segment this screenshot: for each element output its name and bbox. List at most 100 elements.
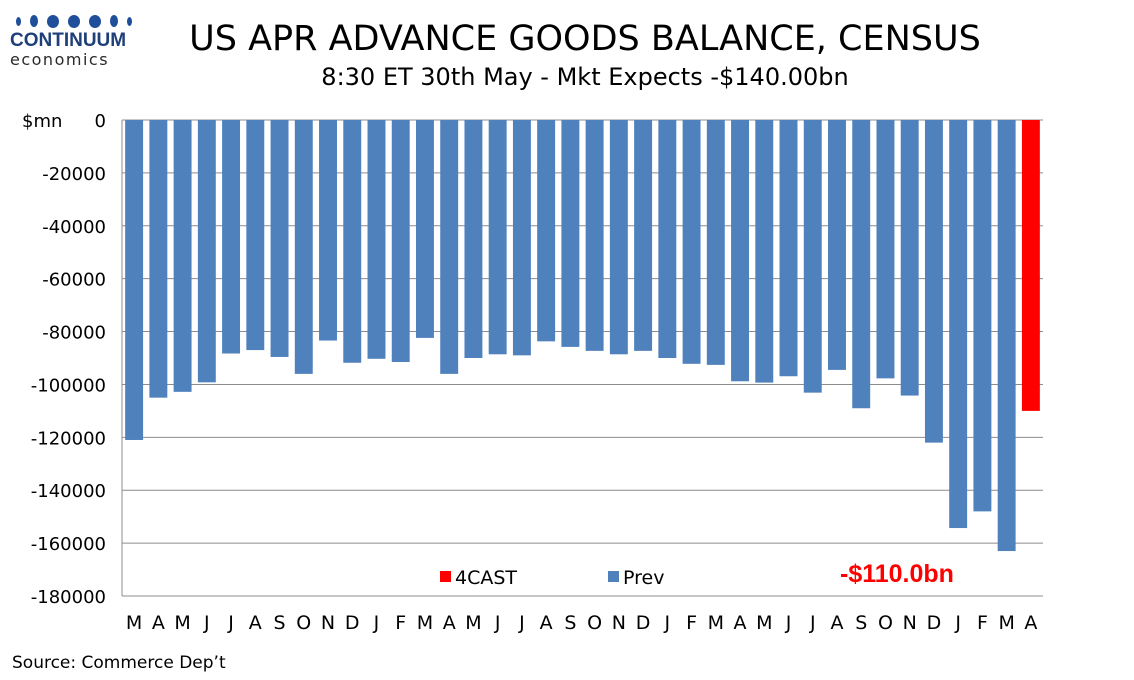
x-tick-label: N <box>903 612 917 634</box>
bar-prev <box>634 120 653 351</box>
x-tick-label: F <box>686 612 697 634</box>
logo-subtitle: economics <box>10 50 110 69</box>
bar-prev <box>512 120 531 356</box>
bar-prev <box>343 120 362 363</box>
bar-prev <box>294 120 313 374</box>
bar-prev <box>125 120 144 440</box>
y-tick-label: -120000 <box>31 428 106 449</box>
x-tick-label: N <box>321 612 335 634</box>
x-tick-label: D <box>636 612 651 634</box>
bar-prev <box>973 120 992 512</box>
x-tick-label: D <box>927 612 942 634</box>
x-tick-label: A <box>443 612 456 634</box>
bar-prev <box>440 120 459 374</box>
legend: 4CAST Prev <box>440 567 664 589</box>
bar-prev <box>779 120 798 377</box>
bar-prev <box>415 120 434 338</box>
bar-prev <box>828 120 846 370</box>
bar-prev <box>949 120 968 529</box>
y-tick-label: -40000 <box>42 217 106 238</box>
bar-prev <box>319 120 337 341</box>
x-tick-label: M <box>998 612 1014 634</box>
bar-prev <box>367 120 386 359</box>
bar-prev <box>876 120 895 379</box>
bar-prev <box>537 120 556 342</box>
x-tick-label: S <box>564 612 576 634</box>
y-tick-label: -80000 <box>42 323 106 344</box>
bar-prev <box>246 120 265 351</box>
x-tick-label: O <box>296 612 311 634</box>
chart-title: US APR ADVANCE GOODS BALANCE, CENSUS <box>189 19 981 59</box>
y-tick-label: -100000 <box>31 375 106 396</box>
x-tick-label: A <box>734 612 747 634</box>
x-tick-label: J <box>373 612 380 634</box>
x-tick-label: O <box>878 612 893 634</box>
x-tick-label: A <box>830 612 843 634</box>
x-tick-label: A <box>1024 612 1037 634</box>
bar-forecast <box>1021 120 1040 411</box>
x-tick-label: M <box>708 612 724 634</box>
company-logo: CONTINUUM economics <box>10 14 135 78</box>
x-tick-label: J <box>809 612 816 634</box>
x-tick-label: M <box>465 612 481 634</box>
x-tick-label: J <box>203 612 210 634</box>
x-tick-label: M <box>174 612 190 634</box>
bar-prev <box>464 120 483 358</box>
y-tick-label: -160000 <box>31 534 106 555</box>
bar-prev <box>488 120 507 355</box>
bars <box>125 120 1040 552</box>
x-tick-label: M <box>417 612 433 634</box>
chart-subtitle: 8:30 ET 30th May - Mkt Expects -$140.00b… <box>321 63 849 91</box>
bar-prev <box>852 120 871 409</box>
y-tick-label: -180000 <box>31 587 106 608</box>
x-tick-label: J <box>494 612 501 634</box>
bar-prev <box>561 120 580 347</box>
bar-prev <box>731 120 750 382</box>
bar-prev <box>173 120 192 392</box>
x-tick-label: J <box>518 612 525 634</box>
bar-prev <box>706 120 725 365</box>
y-tick-label: -60000 <box>42 270 106 291</box>
x-tick-label: S <box>274 612 286 634</box>
y-tick-label: -20000 <box>42 164 106 185</box>
legend-swatch <box>440 571 451 582</box>
bar-prev <box>149 120 168 398</box>
x-tick-label: M <box>756 612 772 634</box>
legend-swatch <box>608 571 619 582</box>
x-tick-label: D <box>345 612 360 634</box>
bar-prev <box>658 120 677 358</box>
x-tick-label: F <box>395 612 406 634</box>
x-tick-label: O <box>587 612 602 634</box>
bar-prev <box>391 120 410 362</box>
bar-prev <box>755 120 774 383</box>
bar-prev <box>924 120 943 443</box>
legend-label: 4CAST <box>455 567 517 589</box>
x-tick-label: J <box>785 612 792 634</box>
y-tick-label: 0 <box>95 111 106 132</box>
legend-label: Prev <box>623 567 664 589</box>
x-tick-label: N <box>612 612 626 634</box>
bar-prev <box>900 120 919 396</box>
y-tick-label: -140000 <box>31 481 106 502</box>
x-tick-label: J <box>954 612 961 634</box>
x-tick-label: F <box>977 612 988 634</box>
x-tick-label: M <box>126 612 142 634</box>
bar-prev <box>609 120 628 355</box>
forecast-annotation: -$110.0bn <box>840 560 954 588</box>
x-tick-label: A <box>152 612 165 634</box>
logo-dots-icon <box>16 14 135 28</box>
bar-prev <box>270 120 289 357</box>
y-tick-labels: 0 -20000 -40000 -60000 -80000 -100000 -120000 -… <box>31 111 106 608</box>
x-tick-label: J <box>227 612 234 634</box>
y-axis-label: $mn <box>22 111 62 132</box>
logo-name: CONTINUUM <box>10 30 127 51</box>
x-tick-label: S <box>855 612 867 634</box>
x-tick-label: A <box>249 612 262 634</box>
source-note: Source: Commerce Dep’t <box>12 653 226 673</box>
bar-prev <box>222 120 241 354</box>
bar-prev <box>197 120 216 383</box>
bar-prev <box>997 120 1016 552</box>
bar-prev <box>585 120 604 351</box>
